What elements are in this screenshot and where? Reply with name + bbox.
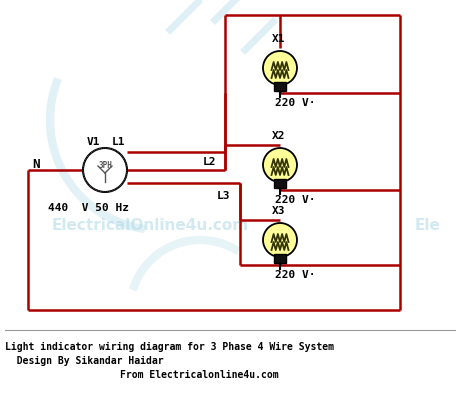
Text: L3: L3: [217, 191, 230, 201]
Text: V1: V1: [86, 137, 100, 147]
Text: 220 V·: 220 V·: [274, 270, 315, 280]
Text: X2: X2: [271, 131, 285, 141]
Text: 220 V·: 220 V·: [274, 195, 315, 205]
Text: L2: L2: [202, 157, 216, 167]
Text: N: N: [32, 158, 39, 171]
FancyBboxPatch shape: [274, 179, 285, 188]
Circle shape: [83, 148, 127, 192]
Text: From Electricalonline4u.com: From Electricalonline4u.com: [120, 370, 278, 380]
Circle shape: [263, 223, 297, 257]
Text: ElectricalOnline4u.com: ElectricalOnline4u.com: [51, 217, 248, 232]
Text: X1: X1: [271, 34, 285, 44]
Text: 440  V 50 Hz: 440 V 50 Hz: [48, 203, 129, 213]
FancyBboxPatch shape: [274, 254, 285, 263]
Text: X3: X3: [271, 206, 285, 216]
Circle shape: [263, 51, 297, 85]
Text: L1: L1: [112, 137, 125, 147]
FancyBboxPatch shape: [274, 82, 285, 91]
Text: Light indicator wiring diagram for 3 Phase 4 Wire System: Light indicator wiring diagram for 3 Pha…: [5, 342, 333, 352]
Text: 220 V·: 220 V·: [274, 98, 315, 108]
Circle shape: [263, 148, 297, 182]
Text: Design By Sikandar Haidar: Design By Sikandar Haidar: [5, 356, 163, 366]
Text: 3PH: 3PH: [98, 162, 112, 171]
Text: Ele: Ele: [414, 217, 440, 232]
